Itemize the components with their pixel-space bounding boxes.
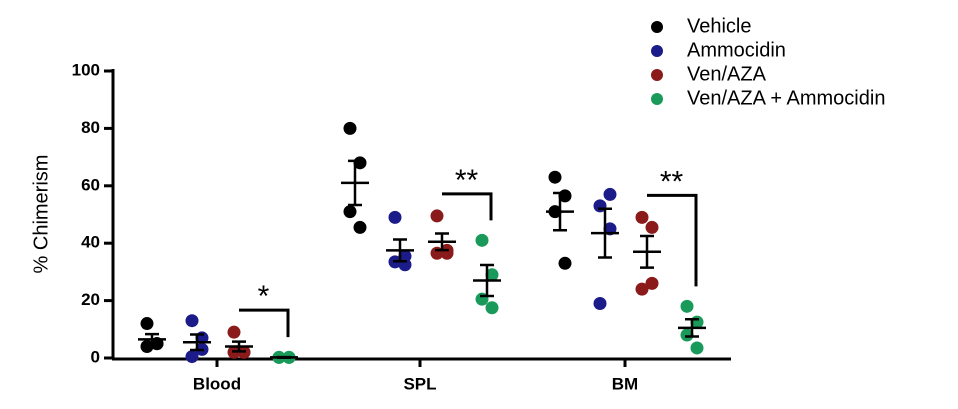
legend-label: Ammocidin	[687, 39, 786, 61]
legend-marker	[651, 93, 663, 105]
sem-bar	[685, 318, 699, 338]
sem-bar	[598, 207, 612, 259]
y-tick-label: 40	[81, 233, 100, 252]
data-point	[343, 205, 357, 219]
x-tick-label: BM	[612, 374, 638, 393]
sem-bar	[480, 263, 494, 298]
sem-bar	[190, 333, 204, 352]
data-point	[548, 170, 562, 184]
significance-label: **	[455, 164, 479, 197]
legend-marker	[651, 21, 663, 33]
legend-label: Ven/AZA + Ammocidin	[687, 87, 885, 109]
significance-bracket	[647, 193, 698, 287]
data-point	[485, 268, 499, 282]
data-point	[635, 282, 649, 296]
legend-marker	[651, 69, 663, 81]
sem-bar	[640, 234, 654, 269]
significance-label: *	[258, 280, 270, 313]
data-point	[603, 187, 617, 201]
data-point	[227, 325, 241, 339]
sem-bar	[277, 355, 291, 359]
data-point	[475, 233, 489, 247]
data-point	[680, 328, 694, 342]
legend-marker	[651, 45, 663, 57]
sem-bar	[553, 191, 567, 232]
data-point	[680, 299, 694, 313]
data-point	[398, 249, 412, 263]
data-point	[343, 121, 357, 135]
y-tick-label: 0	[91, 347, 100, 366]
data-point	[430, 209, 444, 223]
y-tick-label: 60	[81, 175, 100, 194]
legend-label: Ven/AZA	[687, 63, 767, 85]
data-point	[645, 220, 659, 234]
significance-bracket	[239, 308, 290, 338]
data-point	[185, 350, 199, 364]
data-point	[635, 210, 649, 224]
y-tick-label: 100	[72, 60, 100, 79]
data-point	[185, 314, 199, 328]
data-point	[388, 210, 402, 224]
y-tick-label: 20	[81, 290, 100, 309]
x-tick-label: Blood	[193, 374, 241, 393]
data-point	[645, 276, 659, 290]
data-point	[353, 220, 367, 234]
x-tick-label: SPL	[403, 374, 436, 393]
significance-bracket	[442, 192, 493, 221]
data-point	[485, 301, 499, 315]
data-point	[593, 296, 607, 310]
data-point	[140, 317, 154, 331]
sem-bar	[348, 159, 362, 207]
data-point	[690, 341, 704, 355]
y-tick-label: 80	[81, 118, 100, 137]
sem-bar	[393, 238, 407, 263]
sem-bar	[435, 232, 449, 252]
sem-bar	[232, 340, 246, 353]
y-axis-label: % Chimerism	[30, 155, 52, 274]
sem-bar	[145, 332, 159, 346]
significance-label: **	[660, 165, 684, 198]
legend-label: Vehicle	[687, 15, 752, 37]
data-point	[558, 256, 572, 270]
